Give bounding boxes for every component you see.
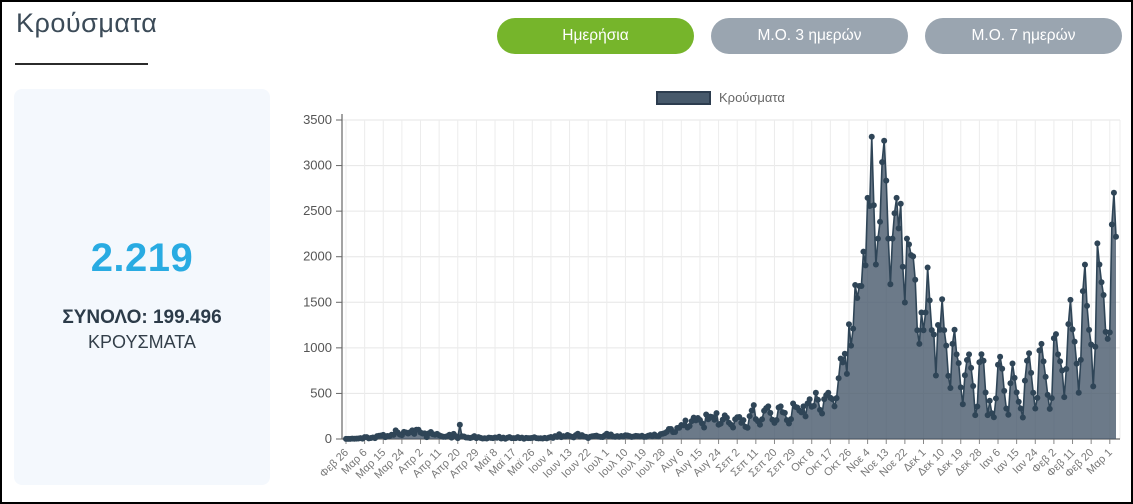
chart-region: Κρούσματα 0 500 1000 1500 2000 2500 3000 3500 Φε… [287, 88, 1131, 502]
svg-text:2500: 2500 [303, 203, 332, 218]
svg-text:500: 500 [310, 385, 332, 400]
cases-unit-label: ΚΡΟΥΣΜΑΤΑ [88, 331, 196, 352]
svg-text:0: 0 [325, 431, 332, 446]
svg-text:3000: 3000 [303, 158, 332, 173]
page-title: Κρούσματα [16, 8, 158, 38]
daily-button[interactable]: Ημερήσια [497, 18, 694, 54]
avg-7day-button[interactable]: Μ.Ο. 7 ημερών [925, 18, 1122, 54]
legend-swatch [656, 90, 711, 105]
title-underline [15, 63, 148, 65]
legend-label: Κρούσματα [719, 90, 785, 105]
svg-text:3500: 3500 [303, 112, 332, 127]
view-toggle-group: Ημερήσια Μ.Ο. 3 ημερών Μ.Ο. 7 ημερών [497, 18, 1122, 54]
summary-card: 2.219 ΣΥΝΟΛΟ: 199.496 ΚΡΟΥΣΜΑΤΑ [14, 89, 270, 485]
total-cases-label: ΣΥΝΟΛΟ: 199.496 [62, 306, 222, 328]
daily-cases-value: 2.219 [90, 235, 194, 280]
avg-3day-button[interactable]: Μ.Ο. 3 ημερών [711, 18, 908, 54]
chart-legend: Κρούσματα [656, 90, 785, 105]
svg-text:1500: 1500 [303, 294, 332, 309]
svg-text:1000: 1000 [303, 340, 332, 355]
svg-text:2000: 2000 [303, 249, 332, 264]
